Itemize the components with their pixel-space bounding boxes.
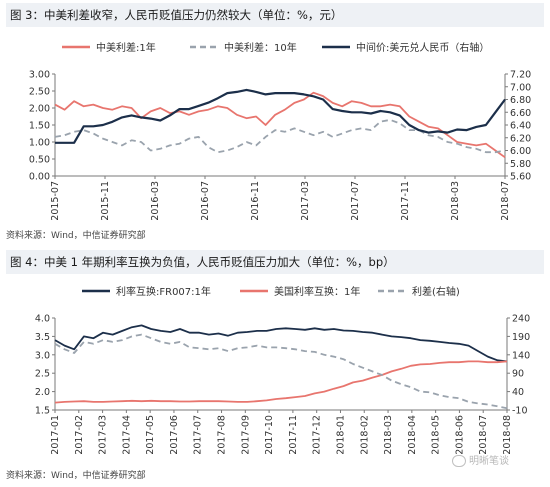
figure-2-source: 资料来源：Wind，中信证券研究部 bbox=[6, 471, 146, 481]
right-tick-label: 6.40 bbox=[510, 121, 531, 132]
right-tick-label: 6.20 bbox=[510, 133, 531, 144]
legend-label-1: 中美利差:1年 bbox=[96, 41, 156, 54]
figure-2-title: 图 4：中美 1 年期利率互换为负值，人民币贬值压力加大（单位：%，bp） bbox=[6, 250, 544, 274]
left-tick-label: 3.00 bbox=[29, 70, 50, 81]
x-tick-label: 2017-04 bbox=[121, 415, 132, 455]
x-tick-label: 2015-07 bbox=[50, 181, 61, 221]
right-tick-label: 140 bbox=[512, 350, 530, 361]
x-tick-label: 2018-01 bbox=[335, 415, 346, 455]
right-tick-label: 40 bbox=[512, 387, 524, 398]
legend-label-2: 中美利差：10年 bbox=[224, 41, 297, 54]
x-tick-label: 2017-09 bbox=[240, 415, 251, 455]
x-tick-label: 2018-08 bbox=[502, 415, 513, 455]
left-tick-label: 4.0 bbox=[35, 314, 50, 325]
right-tick-label: 190 bbox=[512, 332, 530, 343]
left-tick-label: 3.0 bbox=[35, 350, 50, 361]
left-tick-label: 1.50 bbox=[29, 121, 50, 132]
series-line-1 bbox=[54, 324, 508, 363]
x-tick-label: 2018-05 bbox=[431, 415, 442, 455]
x-tick-label: 2017-07 bbox=[350, 181, 361, 221]
x-tick-label: 2017-03 bbox=[300, 181, 311, 221]
x-tick-label: 2015-11 bbox=[100, 181, 111, 221]
x-tick-label: 2017-06 bbox=[169, 415, 180, 455]
legend-label-3: 中间价:美元兑人民币（右轴） bbox=[356, 41, 489, 54]
right-tick-label: 7.00 bbox=[510, 82, 531, 93]
series-line-3 bbox=[54, 333, 508, 410]
chart-1-fx-vs-spread: 3.00 2.50 2.00 1.50 1.00 0.50 0.00 7.207.00 6.80… bbox=[29, 41, 531, 221]
figure-1-source: 资料来源：Wind，中信证券研究部 bbox=[6, 231, 146, 241]
right-tick-label: 240 bbox=[512, 314, 530, 325]
x-tick-label: 2018-07 bbox=[478, 415, 489, 455]
right-tick-label: 90 bbox=[512, 369, 524, 380]
legend-label-1: 利率互换:FR007:1年 bbox=[116, 285, 211, 298]
x-tick-label: 2018-06 bbox=[454, 415, 465, 455]
x-tick-label: 2018-07 bbox=[500, 181, 511, 221]
figure-1-title: 图 3：中美利差收窄，人民币贬值压力仍然较大（单位：%，元） bbox=[6, 3, 544, 27]
x-tick-label: 2017-07 bbox=[193, 415, 204, 455]
legend-label-2: 美国利率互换：1年 bbox=[274, 285, 360, 298]
left-tick-label: 1.5 bbox=[35, 406, 50, 417]
right-tick-label: 5.80 bbox=[510, 159, 531, 170]
x-tick-label: 2017-11 bbox=[400, 181, 411, 221]
left-tick-label: 3.5 bbox=[35, 332, 50, 343]
x-tick-label: 2017-03 bbox=[98, 415, 109, 455]
series-line-2 bbox=[54, 360, 508, 404]
series-line-2 bbox=[54, 119, 506, 154]
x-tick-label: 2018-03 bbox=[383, 415, 394, 455]
x-tick-label: 2017-02 bbox=[74, 415, 85, 455]
series-line-1 bbox=[54, 91, 506, 159]
wechat-icon bbox=[452, 455, 466, 467]
right-tick-label: 6.00 bbox=[510, 146, 531, 157]
left-tick-label: 1.00 bbox=[29, 138, 50, 149]
left-tick-label: 0.50 bbox=[29, 155, 50, 166]
legend-label-3: 利差(右轴) bbox=[412, 285, 460, 298]
left-tick-label: 2.50 bbox=[29, 87, 50, 98]
right-tick-label: -10 bbox=[512, 406, 528, 417]
right-tick-label: 5.60 bbox=[510, 172, 531, 183]
left-tick-label: 2.0 bbox=[35, 387, 50, 398]
x-tick-label: 2017-11 bbox=[288, 415, 299, 455]
left-tick-label: 2.00 bbox=[29, 104, 50, 115]
right-tick-label: 7.20 bbox=[510, 70, 531, 81]
x-tick-label: 2017-12 bbox=[312, 415, 323, 455]
right-tick-label: 6.80 bbox=[510, 95, 531, 106]
x-tick-label: 2017-01 bbox=[50, 415, 61, 455]
x-tick-label: 2018-02 bbox=[359, 415, 370, 455]
x-tick-label: 2016-03 bbox=[150, 181, 161, 221]
watermark: 明晰笔谈 bbox=[452, 452, 509, 467]
right-tick-label: 6.60 bbox=[510, 108, 531, 119]
left-tick-label: 0.00 bbox=[29, 172, 50, 183]
series-line-3 bbox=[55, 88, 506, 144]
x-tick-label: 2016-11 bbox=[250, 181, 261, 221]
watermark-text: 明晰笔谈 bbox=[469, 456, 509, 467]
x-tick-label: 2016-07 bbox=[200, 181, 211, 221]
chart-2-swap-rates: 4.0 3.5 3.0 2.5 2.0 1.5 240 190 140 90 40 -10 2017-0… bbox=[35, 285, 530, 455]
x-tick-label: 2017-10 bbox=[264, 415, 275, 455]
left-tick-label: 2.5 bbox=[35, 369, 50, 380]
x-tick-label: 2017-08 bbox=[217, 415, 228, 455]
x-tick-label: 2017-05 bbox=[145, 415, 156, 455]
x-tick-label: 2018-03 bbox=[450, 181, 461, 221]
x-tick-label: 2018-04 bbox=[407, 415, 418, 455]
